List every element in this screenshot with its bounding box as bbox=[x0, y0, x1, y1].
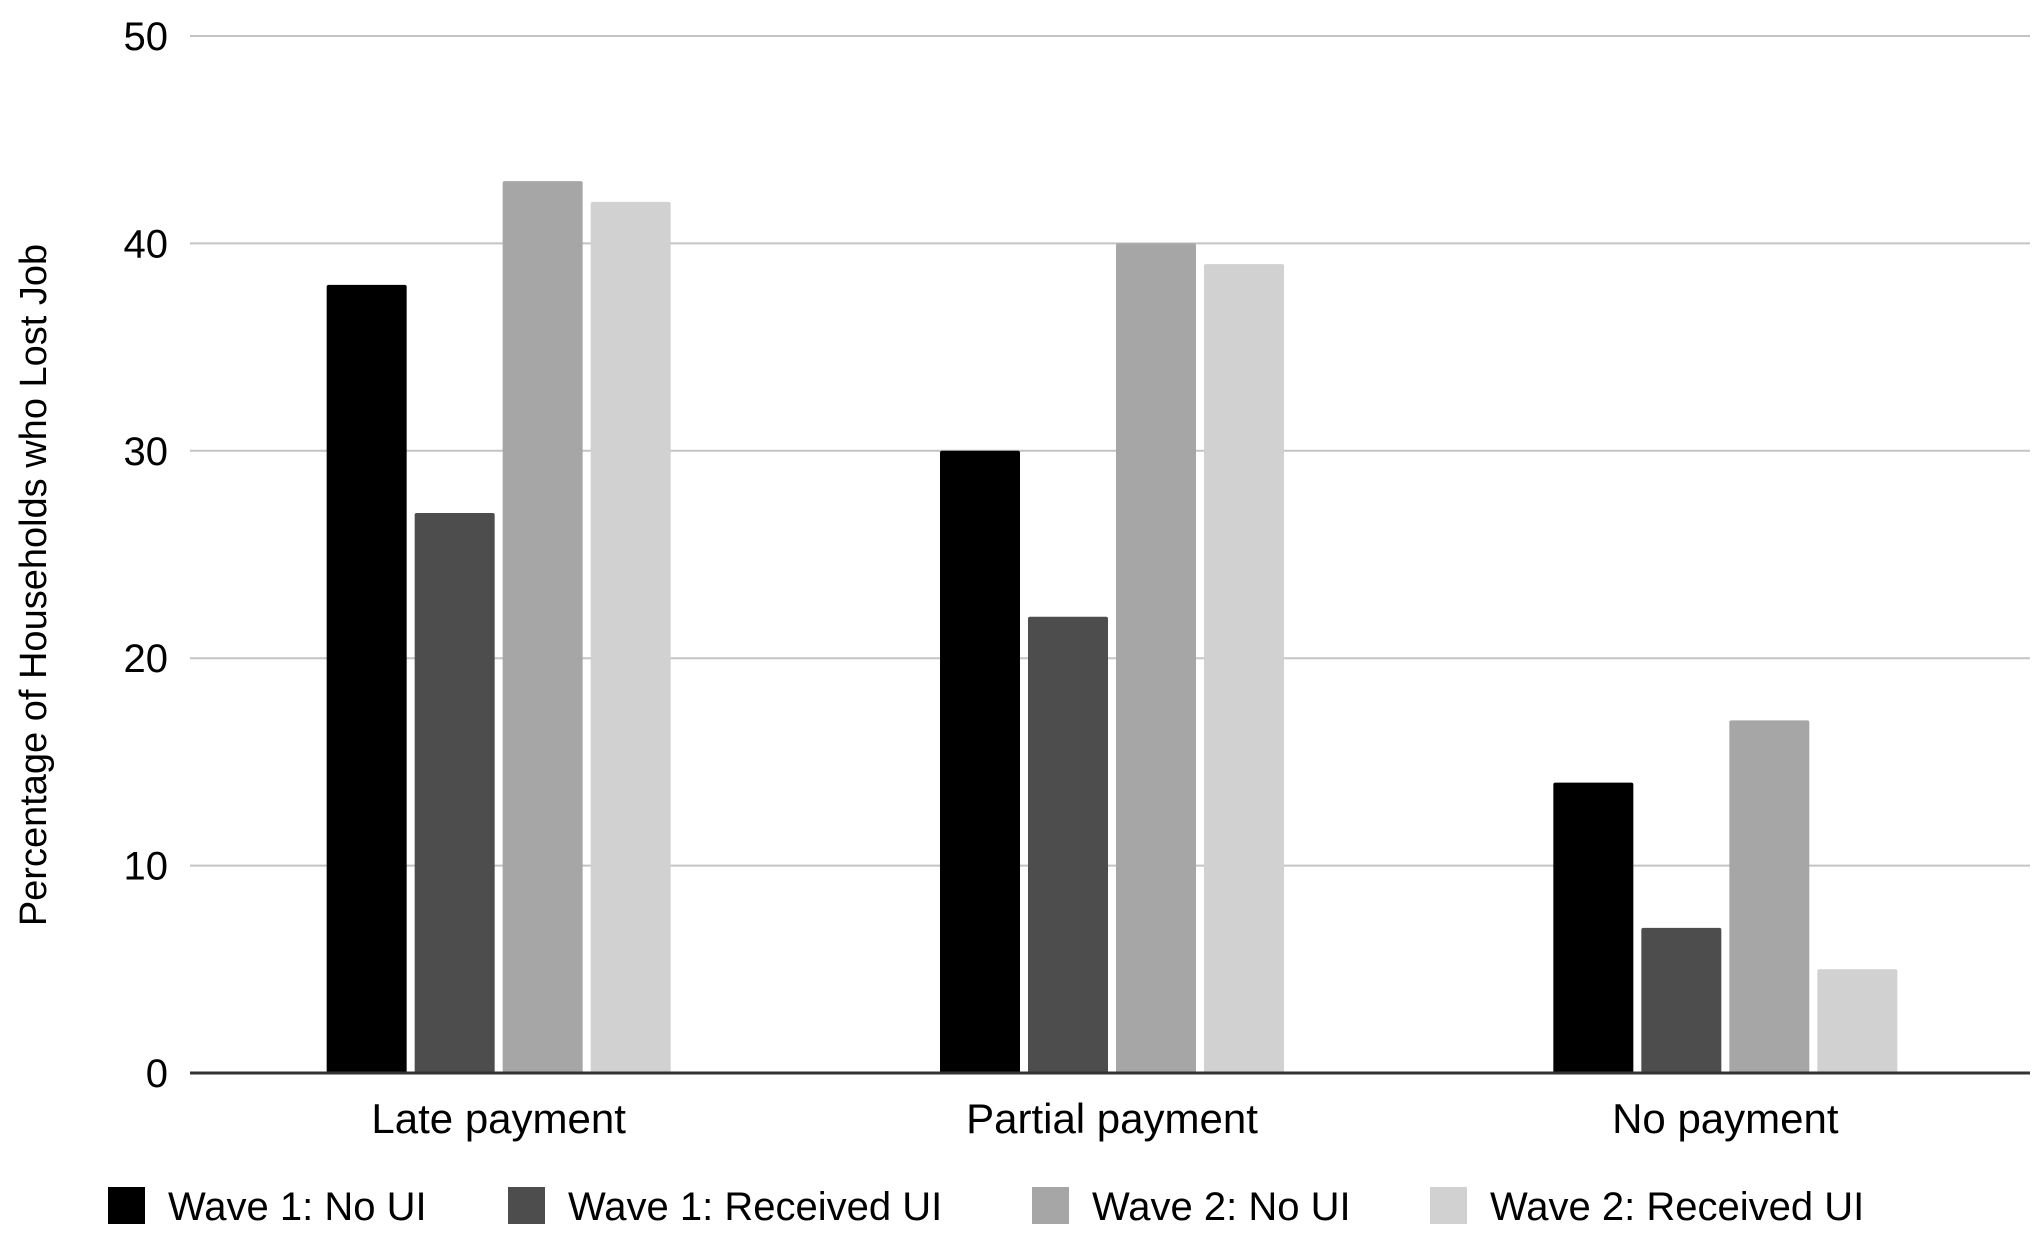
legend-label: Wave 1: Received UI bbox=[568, 1185, 942, 1229]
y-axis-ticks: 0 10 20 30 40 50 bbox=[124, 15, 169, 1096]
bar bbox=[1641, 927, 1722, 1073]
legend-label: Wave 2: No UI bbox=[1092, 1185, 1351, 1229]
bar bbox=[326, 284, 407, 1073]
legend-swatch bbox=[1032, 1187, 1069, 1224]
x-category-label: Late payment bbox=[371, 1095, 626, 1142]
y-tick-label: 30 bbox=[124, 430, 169, 474]
y-tick-label: 20 bbox=[124, 637, 169, 681]
y-tick-label: 10 bbox=[124, 845, 169, 889]
x-category-label: No payment bbox=[1612, 1095, 1839, 1142]
bar bbox=[590, 201, 671, 1074]
bar bbox=[1729, 720, 1810, 1073]
x-category-label: Partial payment bbox=[966, 1095, 1258, 1142]
bars bbox=[326, 181, 1898, 1074]
y-axis-label: Percentage of Households who Lost Job bbox=[13, 244, 55, 926]
bar bbox=[940, 450, 1020, 1073]
legend-label: Wave 1: No UI bbox=[168, 1185, 427, 1229]
gridlines bbox=[190, 35, 2030, 867]
legend: Wave 1: No UI Wave 1: Received UI Wave 2: … bbox=[108, 1185, 1864, 1229]
legend-swatch bbox=[108, 1187, 145, 1224]
bar bbox=[1204, 264, 1284, 1073]
x-axis-categories: Late payment Partial payment No payment bbox=[371, 1095, 1838, 1142]
bar bbox=[1116, 243, 1196, 1073]
bar bbox=[414, 513, 495, 1073]
bar bbox=[1817, 969, 1898, 1073]
y-tick-label: 40 bbox=[124, 222, 169, 266]
y-tick-label: 0 bbox=[146, 1052, 168, 1096]
bar bbox=[502, 181, 583, 1073]
bar bbox=[1553, 782, 1634, 1073]
legend-swatch bbox=[508, 1187, 545, 1224]
legend-label: Wave 2: Received UI bbox=[1490, 1185, 1864, 1229]
bar bbox=[1028, 616, 1108, 1073]
y-tick-label: 50 bbox=[124, 15, 169, 59]
legend-swatch bbox=[1430, 1187, 1467, 1224]
